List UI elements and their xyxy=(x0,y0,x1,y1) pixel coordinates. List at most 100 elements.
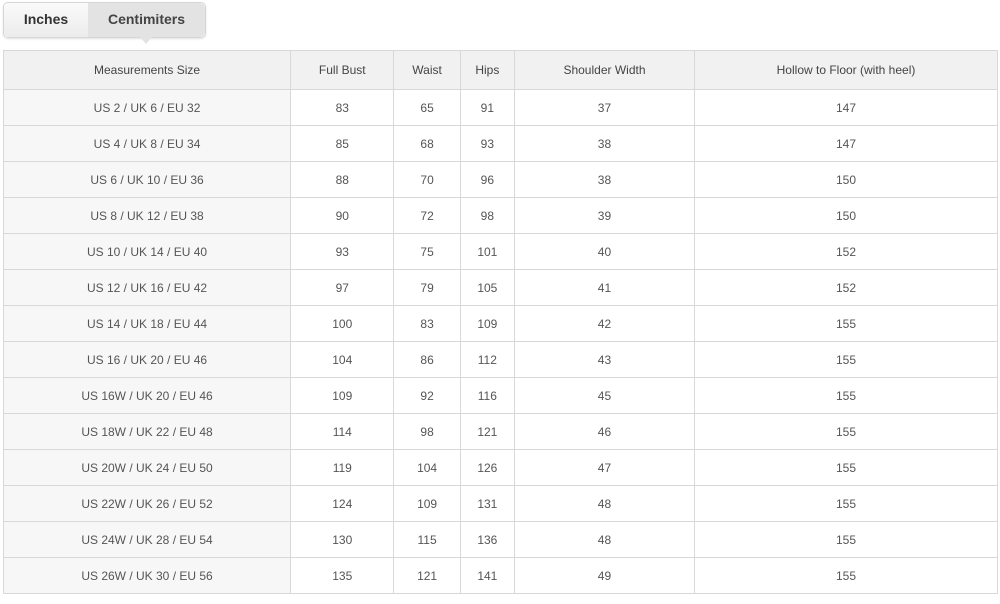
measurement-cell: 115 xyxy=(393,521,461,558)
measurement-cell: 42 xyxy=(513,305,696,342)
size-cell: US 14 / UK 18 / EU 44 xyxy=(2,305,292,342)
size-cell: US 4 / UK 8 / EU 34 xyxy=(2,125,292,162)
tab-centimiters[interactable]: Centimiters xyxy=(88,3,205,44)
measurement-cell: 93 xyxy=(459,125,515,162)
table-row: US 24W / UK 28 / EU 54 130 115 136 48 155 xyxy=(2,521,998,558)
measurement-cell: 155 xyxy=(694,557,998,594)
measurement-cell: 155 xyxy=(694,377,998,414)
size-cell: US 2 / UK 6 / EU 32 xyxy=(2,89,292,126)
measurement-cell: 155 xyxy=(694,413,998,450)
measurement-cell: 104 xyxy=(290,341,395,378)
measurement-cell: 79 xyxy=(393,269,461,306)
size-cell: US 6 / UK 10 / EU 36 xyxy=(2,161,292,198)
measurement-cell: 83 xyxy=(290,89,395,126)
measurement-cell: 48 xyxy=(513,485,696,522)
measurement-cell: 38 xyxy=(513,125,696,162)
unit-tabs: Inches Centimiters xyxy=(3,2,206,44)
size-cell: US 16W / UK 20 / EU 46 xyxy=(2,377,292,414)
column-header: Hips xyxy=(459,50,515,90)
measurement-cell: 70 xyxy=(393,161,461,198)
measurement-cell: 43 xyxy=(513,341,696,378)
size-cell: US 20W / UK 24 / EU 50 xyxy=(2,449,292,486)
measurement-cell: 46 xyxy=(513,413,696,450)
table-row: US 18W / UK 22 / EU 48 114 98 121 46 155 xyxy=(2,413,998,450)
measurement-cell: 38 xyxy=(513,161,696,198)
table-row: US 14 / UK 18 / EU 44 100 83 109 42 155 xyxy=(2,305,998,342)
table-row: US 16W / UK 20 / EU 46 109 92 116 45 155 xyxy=(2,377,998,414)
measurement-cell: 116 xyxy=(459,377,515,414)
measurement-cell: 109 xyxy=(393,485,461,522)
table-row: US 4 / UK 8 / EU 34 85 68 93 38 147 xyxy=(2,125,998,162)
measurement-cell: 155 xyxy=(694,449,998,486)
table-row: US 26W / UK 30 / EU 56 135 121 141 49 155 xyxy=(2,557,998,594)
measurement-cell: 150 xyxy=(694,197,998,234)
measurement-cell: 100 xyxy=(290,305,395,342)
table-row: US 20W / UK 24 / EU 50 119 104 126 47 155 xyxy=(2,449,998,486)
measurement-cell: 97 xyxy=(290,269,395,306)
measurement-cell: 47 xyxy=(513,449,696,486)
measurement-cell: 41 xyxy=(513,269,696,306)
measurement-cell: 150 xyxy=(694,161,998,198)
measurement-cell: 49 xyxy=(513,557,696,594)
measurement-cell: 68 xyxy=(393,125,461,162)
table-row: US 10 / UK 14 / EU 40 93 75 101 40 152 xyxy=(2,233,998,270)
measurement-cell: 130 xyxy=(290,521,395,558)
measurement-cell: 119 xyxy=(290,449,395,486)
measurement-cell: 112 xyxy=(459,341,515,378)
table-row: US 8 / UK 12 / EU 38 90 72 98 39 150 xyxy=(2,197,998,234)
measurement-cell: 152 xyxy=(694,269,998,306)
measurement-cell: 48 xyxy=(513,521,696,558)
table-row: US 16 / UK 20 / EU 46 104 86 112 43 155 xyxy=(2,341,998,378)
column-header: Shoulder Width xyxy=(513,50,696,90)
column-header: Waist xyxy=(393,50,461,90)
measurement-cell: 88 xyxy=(290,161,395,198)
table-row: US 22W / UK 26 / EU 52 124 109 131 48 155 xyxy=(2,485,998,522)
measurement-cell: 93 xyxy=(290,233,395,270)
measurement-cell: 131 xyxy=(459,485,515,522)
header-row: Measurements Size Full Bust Waist Hips Shoul… xyxy=(2,50,998,90)
measurement-cell: 105 xyxy=(459,269,515,306)
measurement-cell: 83 xyxy=(393,305,461,342)
measurement-cell: 155 xyxy=(694,305,998,342)
measurement-cell: 155 xyxy=(694,485,998,522)
size-cell: US 12 / UK 16 / EU 42 xyxy=(2,269,292,306)
size-cell: US 24W / UK 28 / EU 54 xyxy=(2,521,292,558)
size-cell: US 16 / UK 20 / EU 46 xyxy=(2,341,292,378)
measurement-cell: 121 xyxy=(459,413,515,450)
measurement-cell: 75 xyxy=(393,233,461,270)
size-cell: US 18W / UK 22 / EU 48 xyxy=(2,413,292,450)
size-chart-table: Measurements Size Full Bust Waist Hips Shoul… xyxy=(2,50,998,594)
measurement-cell: 37 xyxy=(513,89,696,126)
column-header: Hollow to Floor (with heel) xyxy=(694,50,998,90)
measurement-cell: 155 xyxy=(694,521,998,558)
measurement-cell: 86 xyxy=(393,341,461,378)
measurement-cell: 124 xyxy=(290,485,395,522)
measurement-cell: 65 xyxy=(393,89,461,126)
measurement-cell: 109 xyxy=(459,305,515,342)
column-header: Full Bust xyxy=(290,50,395,90)
measurement-cell: 141 xyxy=(459,557,515,594)
size-cell: US 10 / UK 14 / EU 40 xyxy=(2,233,292,270)
measurement-cell: 72 xyxy=(393,197,461,234)
measurement-cell: 90 xyxy=(290,197,395,234)
measurement-cell: 147 xyxy=(694,125,998,162)
measurement-cell: 92 xyxy=(393,377,461,414)
size-cell: US 22W / UK 26 / EU 52 xyxy=(2,485,292,522)
measurement-cell: 91 xyxy=(459,89,515,126)
measurement-cell: 104 xyxy=(393,449,461,486)
measurement-cell: 155 xyxy=(694,341,998,378)
tab-inches[interactable]: Inches xyxy=(4,3,88,37)
measurement-cell: 45 xyxy=(513,377,696,414)
table-row: US 6 / UK 10 / EU 36 88 70 96 38 150 xyxy=(2,161,998,198)
measurement-cell: 126 xyxy=(459,449,515,486)
table-row: US 12 / UK 16 / EU 42 97 79 105 41 152 xyxy=(2,269,998,306)
table-row: US 2 / UK 6 / EU 32 83 65 91 37 147 xyxy=(2,89,998,126)
measurement-cell: 98 xyxy=(459,197,515,234)
measurement-cell: 152 xyxy=(694,233,998,270)
size-cell: US 8 / UK 12 / EU 38 xyxy=(2,197,292,234)
measurement-cell: 135 xyxy=(290,557,395,594)
size-cell: US 26W / UK 30 / EU 56 xyxy=(2,557,292,594)
measurement-cell: 96 xyxy=(459,161,515,198)
measurement-cell: 114 xyxy=(290,413,395,450)
measurement-cell: 39 xyxy=(513,197,696,234)
